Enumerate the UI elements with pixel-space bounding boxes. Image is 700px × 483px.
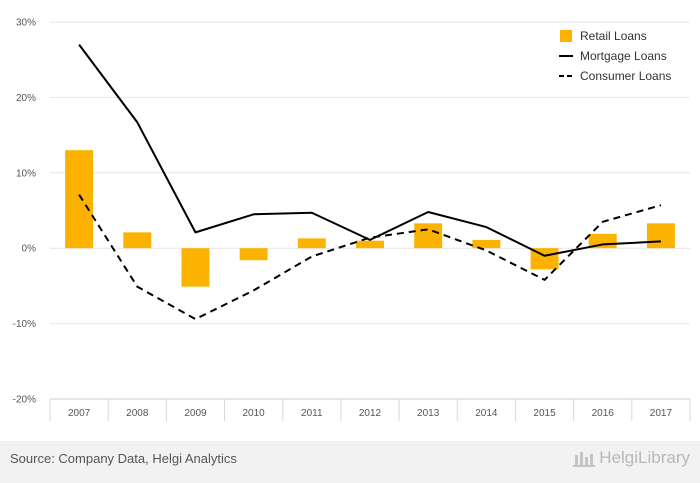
chart: -20% -10% 0% 10% 20% 30% 2007 2008 2009 2010 2011… [13, 18, 691, 421]
brand-logo: HelgiLibrary [573, 448, 690, 468]
y-axis-ticks: -20% -10% 0% 10% 20% 30% [13, 18, 36, 406]
y-tick-label: 10% [16, 168, 36, 179]
legend-label: Mortgage Loans [580, 49, 667, 63]
loan-lines [78, 44, 662, 321]
legend: Retail Loans Mortgage Loans Consumer Loans [559, 29, 671, 83]
x-tick-label: 2008 [126, 408, 149, 419]
y-tick-label: -10% [13, 319, 36, 330]
library-icon [573, 452, 596, 467]
bar-retail-loans [297, 238, 326, 249]
brand-name: HelgiLibrary [599, 448, 690, 467]
bar-retail-loans [646, 223, 675, 249]
gridlines [49, 21, 691, 421]
legend-swatch-retail-loans [560, 30, 572, 42]
y-tick-label: 20% [16, 93, 36, 104]
bar-retail-loans [123, 232, 152, 249]
x-tick-label: 2014 [475, 408, 498, 419]
bar-retail-loans [181, 248, 210, 287]
x-tick-label: 2007 [68, 408, 91, 419]
x-tick-label: 2012 [359, 408, 382, 419]
bar-retail-loans [239, 248, 268, 261]
y-tick-label: 30% [16, 18, 36, 29]
x-tick-label: 2016 [592, 408, 615, 419]
legend-label: Retail Loans [580, 29, 647, 43]
source-text: Source: Company Data, Helgi Analytics [10, 451, 237, 466]
bar-retail-loans [472, 239, 501, 249]
x-tick-label: 2013 [417, 408, 440, 419]
legend-label: Consumer Loans [580, 69, 671, 83]
x-tick-label: 2009 [184, 408, 207, 419]
x-tick-label: 2010 [243, 408, 266, 419]
bar-retail-loans [356, 240, 384, 249]
x-axis-ticks: 2007 2008 2009 2010 2011 2012 2013 2014 2015 2016… [68, 408, 673, 419]
y-tick-label: 0% [22, 244, 37, 255]
x-tick-label: 2015 [533, 408, 556, 419]
line-mortgage-loans [78, 44, 661, 257]
y-tick-label: -20% [13, 395, 36, 406]
footer: Source: Company Data, Helgi Analytics He… [0, 441, 700, 483]
bar-retail-loans [414, 223, 443, 249]
line-consumer-loans [78, 194, 662, 321]
x-tick-label: 2011 [301, 408, 323, 419]
retail-loans-bars [65, 150, 675, 287]
bar-retail-loans [65, 150, 94, 249]
x-tick-label: 2017 [650, 408, 673, 419]
